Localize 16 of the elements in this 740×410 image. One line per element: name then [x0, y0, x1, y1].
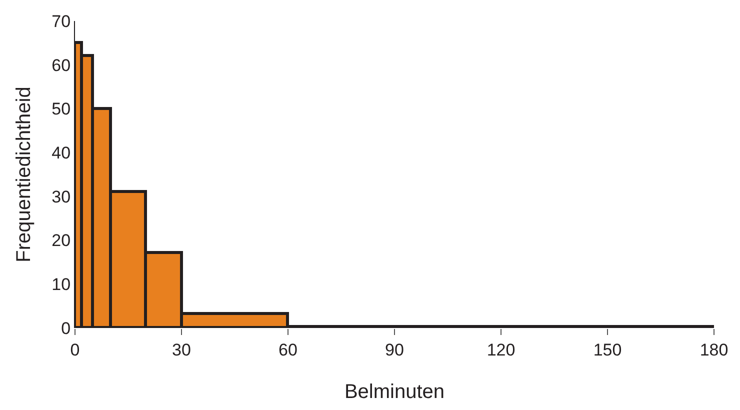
y-tick-label: 30	[52, 187, 71, 206]
y-tick-label: 10	[52, 275, 71, 294]
x-axis-title: Belminuten	[344, 380, 445, 403]
y-axis-title: Frequentiedichtheid	[13, 86, 36, 262]
y-tick-label: 50	[52, 100, 71, 119]
x-tick-label: 60	[278, 340, 298, 360]
y-tick-label: 60	[52, 56, 71, 75]
y-tick-label: 40	[52, 144, 71, 163]
x-tick-label: 90	[385, 340, 404, 360]
y-tick-label: 70	[52, 12, 71, 31]
x-tick-label: 180	[700, 340, 728, 360]
y-tick-label: 20	[52, 231, 71, 250]
y-tick-label: 0	[61, 318, 71, 338]
x-tick-label: 120	[486, 340, 516, 360]
x-tick-label: 30	[172, 340, 191, 360]
x-tick-label: 150	[593, 340, 622, 360]
